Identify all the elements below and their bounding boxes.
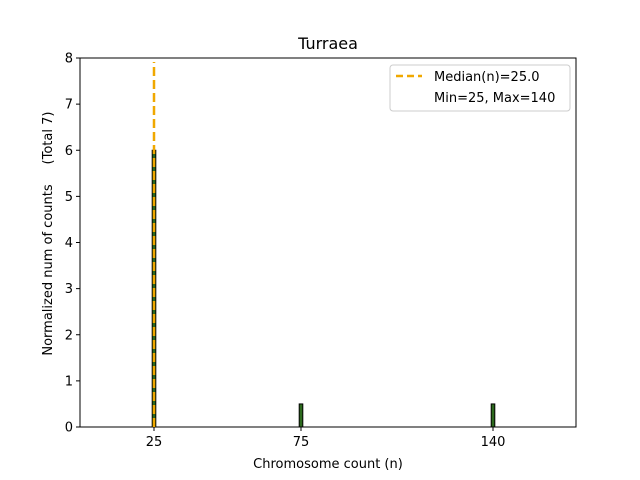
y-tick-label: 2 — [65, 328, 73, 343]
y-tick-label: 5 — [65, 190, 73, 205]
y-tick-label: 4 — [65, 236, 73, 251]
bar-75 — [298, 403, 304, 428]
x-tick-label: 140 — [481, 435, 506, 450]
y-tick-label: 1 — [65, 374, 73, 389]
legend: Median(n)=25.0 Min=25, Max=140 — [389, 64, 571, 112]
y-axis-total-label: (Total 7) — [41, 112, 56, 165]
y-tick-label: 8 — [65, 52, 73, 67]
x-tick-label: 75 — [293, 435, 310, 450]
bar-140 — [490, 403, 496, 428]
y-axis-label: Normalized num of counts — [41, 184, 56, 355]
y-tick-label: 0 — [65, 421, 73, 436]
x-tick-label: 25 — [146, 435, 163, 450]
y-tick-label: 6 — [65, 144, 73, 159]
y-tick-label: 7 — [65, 98, 73, 113]
legend-box — [389, 64, 571, 112]
bar-series — [151, 149, 496, 428]
y-tick-label: 3 — [65, 282, 73, 297]
x-axis: 25 75 140 — [146, 427, 506, 450]
x-axis-label: Chromosome count (n) — [253, 457, 403, 472]
legend-range-label: Min=25, Max=140 — [434, 91, 555, 106]
y-axis: 0 1 2 3 4 5 6 7 8 — [65, 52, 80, 436]
chart-title: Turraea — [297, 34, 358, 53]
legend-median-label: Median(n)=25.0 — [434, 70, 540, 85]
